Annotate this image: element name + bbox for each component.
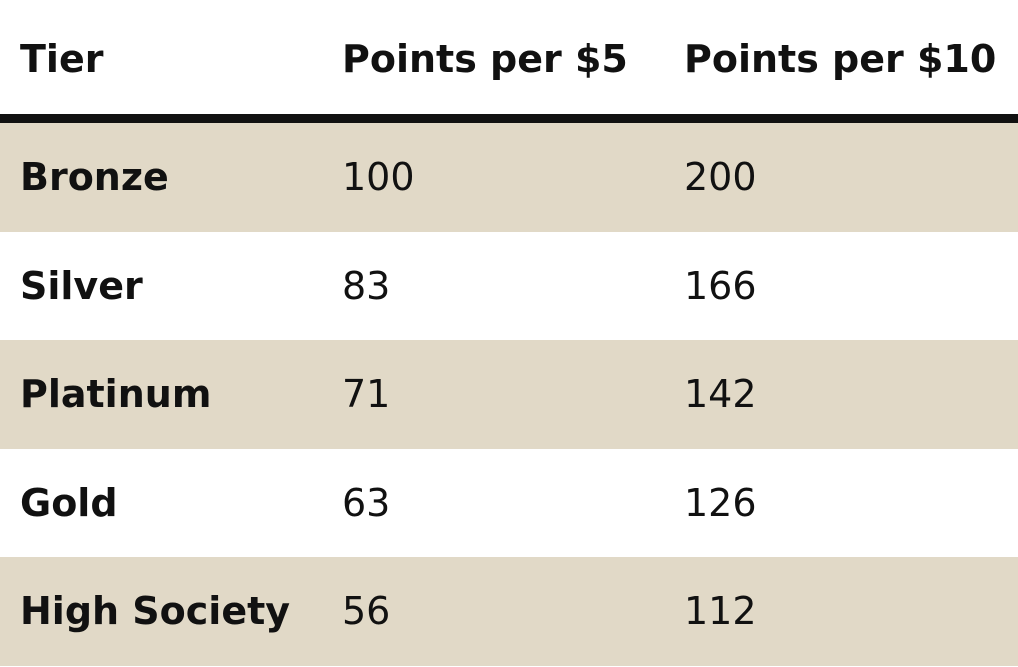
header-cell: Tier <box>20 37 104 81</box>
header-cell: Points per $5 <box>342 37 628 81</box>
tier-cell: High Society <box>20 589 291 634</box>
points-cell: 100 <box>342 155 415 200</box>
points-cell: 71 <box>342 372 391 417</box>
table-row: Gold 63 126 <box>0 449 1018 558</box>
table-row: Bronze 100 200 <box>0 123 1018 232</box>
points-cell: 200 <box>684 155 757 200</box>
table-row: Platinum 71 142 <box>0 340 1018 449</box>
points-cell: 142 <box>684 372 757 417</box>
points-cell: 166 <box>684 263 757 308</box>
tier-cell: Gold <box>20 480 118 525</box>
header-row: Tier Points per $5 Points per $10 <box>0 0 1018 123</box>
points-cell: 112 <box>684 589 757 634</box>
points-cell: 83 <box>342 263 391 308</box>
table-body: Bronze 100 200 Silver 83 166 Platinum 71 142 Gold… <box>0 123 1018 666</box>
table-row: Silver 83 166 <box>0 232 1018 341</box>
tier-cell: Bronze <box>20 155 169 200</box>
header-cell: Points per $10 <box>684 37 997 81</box>
tier-cell: Silver <box>20 263 143 308</box>
points-cell: 56 <box>342 589 391 634</box>
points-cell: 126 <box>684 480 757 525</box>
table-row: High Society 56 112 <box>0 557 1018 666</box>
points-cell: 63 <box>342 480 391 525</box>
tier-cell: Platinum <box>20 372 212 417</box>
